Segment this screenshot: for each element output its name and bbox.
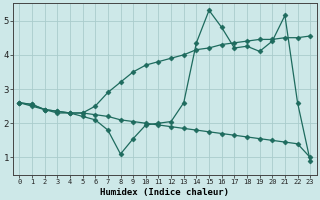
X-axis label: Humidex (Indice chaleur): Humidex (Indice chaleur)	[100, 188, 229, 197]
